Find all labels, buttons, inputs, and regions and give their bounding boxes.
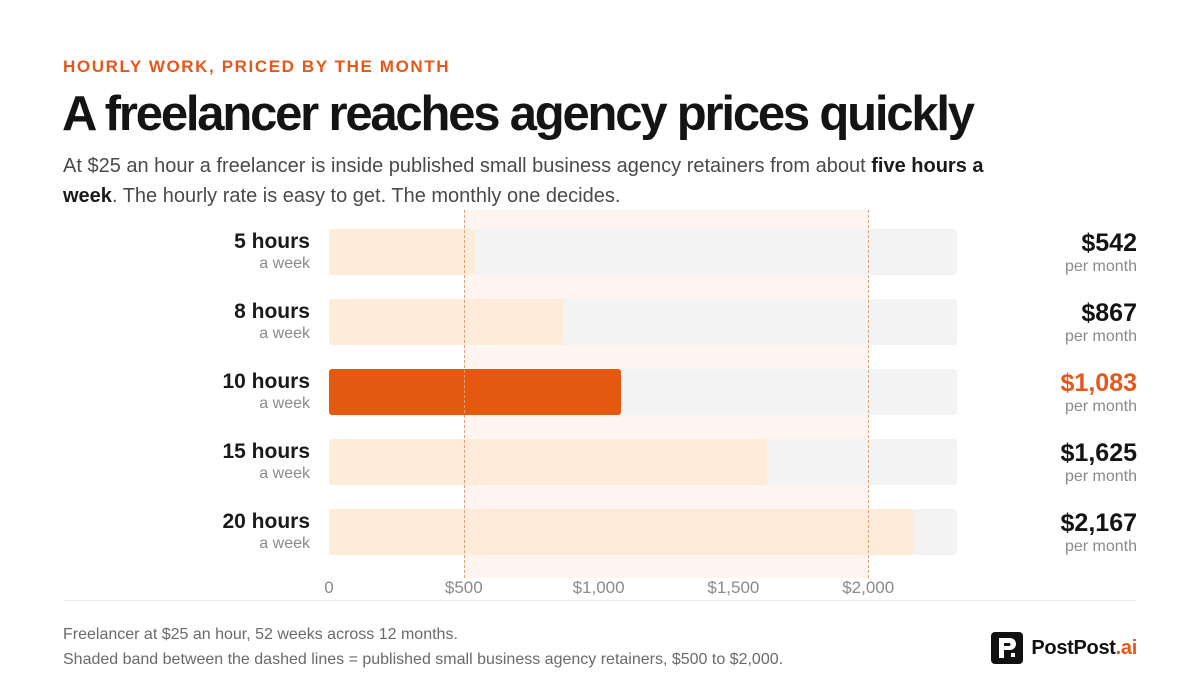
monthly-value: $1,083 — [1060, 369, 1137, 397]
row-label: 15 hours a week — [60, 440, 310, 484]
bar — [329, 299, 563, 345]
footer-note-1: Freelancer at $25 an hour, 52 weeks acro… — [63, 626, 458, 643]
monthly-unit: per month — [1064, 538, 1137, 555]
bar — [329, 229, 476, 275]
x-tick-label: $1,500 — [707, 578, 760, 597]
monthly-value: $2,167 — [1060, 509, 1137, 537]
page-title: A freelancer reaches agency prices quick… — [62, 87, 975, 141]
bar — [329, 509, 914, 555]
monthly-value: $867 — [1081, 299, 1137, 327]
hours-sublabel: a week — [259, 395, 310, 412]
subtitle-bold: five hours a week — [63, 155, 984, 207]
brand-name: PostPost.ai — [1031, 637, 1137, 660]
x-tick-label: $500 — [444, 578, 483, 597]
x-tick-label: $1,000 — [572, 578, 625, 597]
monthly-value: $542 — [1081, 229, 1137, 257]
monthly-unit: per month — [1064, 328, 1137, 345]
x-tick-label: 0 — [324, 578, 334, 597]
value-label: $1,625 per month — [977, 439, 1137, 487]
value-label: $867 per month — [977, 299, 1137, 347]
row-label: 8 hours a week — [60, 300, 310, 344]
footer-note-2: Shaded band between the dashed lines = p… — [63, 651, 784, 668]
x-tick-label: $2,000 — [842, 578, 895, 597]
subtitle-lead: At $25 an hour a freelancer is inside pu… — [63, 155, 872, 177]
band-dashed-line — [868, 210, 870, 578]
monthly-unit: per month — [1064, 258, 1137, 275]
subtitle: At $25 an hour a freelancer is inside pu… — [63, 151, 1023, 211]
hours-sublabel: a week — [259, 535, 310, 552]
value-label: $2,167 per month — [977, 509, 1137, 557]
footer-divider — [63, 600, 1137, 601]
subtitle-tail: . The hourly rate is easy to get. The mo… — [111, 185, 621, 207]
row-label: 10 hours a week — [60, 370, 310, 414]
hours-label: 8 hours — [234, 300, 310, 323]
hours-label: 15 hours — [222, 440, 310, 463]
hours-sublabel: a week — [259, 255, 310, 272]
value-label: $1,083 per month — [977, 369, 1137, 417]
bar — [329, 439, 768, 485]
brand-name-text: PostPost — [1031, 636, 1116, 659]
hours-sublabel: a week — [259, 465, 310, 482]
bar — [329, 369, 621, 415]
brand-logo[interactable]: PostPost.ai — [991, 632, 1137, 664]
eyebrow: HOURLY WORK, PRICED BY THE MONTH — [63, 57, 451, 76]
brand-suffix: .ai — [1115, 636, 1138, 659]
postpost-logo-icon — [991, 632, 1024, 664]
hours-sublabel: a week — [259, 325, 310, 342]
hours-label: 10 hours — [222, 370, 310, 393]
monthly-value: $1,625 — [1060, 439, 1137, 467]
value-label: $542 per month — [977, 229, 1137, 277]
band-dashed-line — [463, 210, 465, 578]
monthly-unit: per month — [1064, 398, 1137, 415]
monthly-unit: per month — [1064, 468, 1137, 485]
row-label: 5 hours a week — [60, 230, 310, 274]
hours-label: 20 hours — [222, 510, 310, 533]
hours-label: 5 hours — [234, 230, 310, 253]
row-label: 20 hours a week — [60, 510, 310, 554]
